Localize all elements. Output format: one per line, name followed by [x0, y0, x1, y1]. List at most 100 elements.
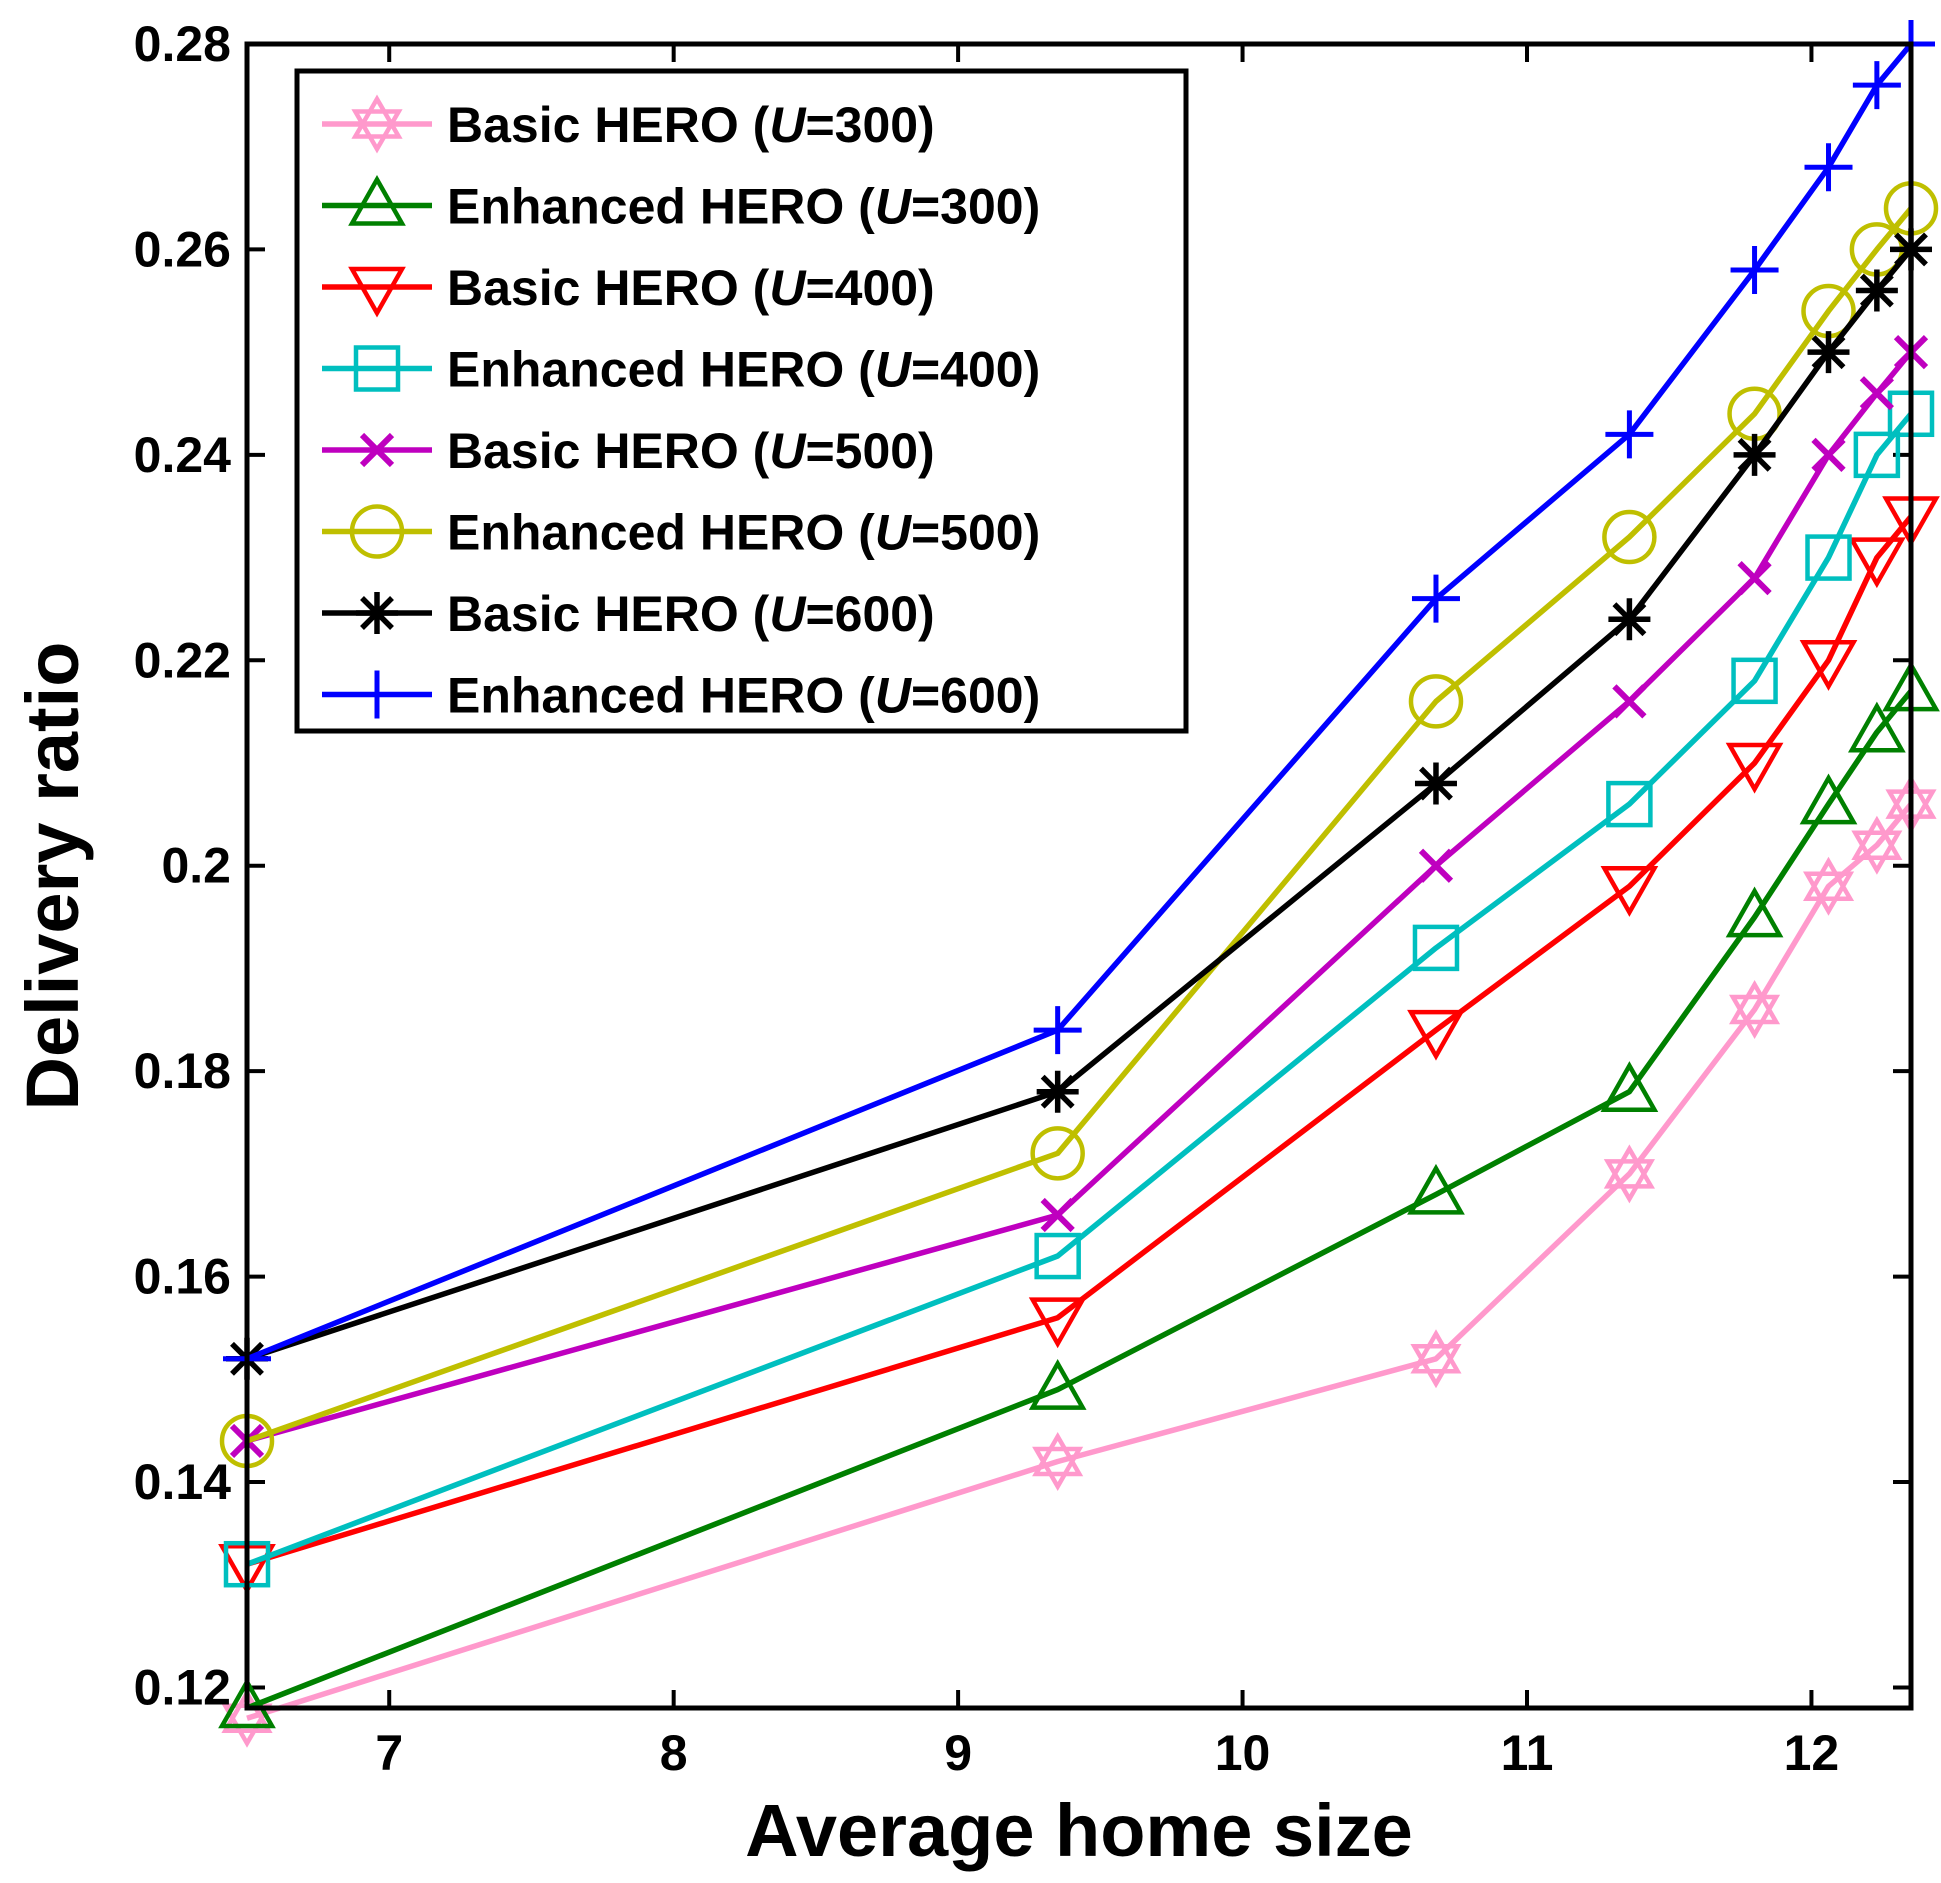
data-point — [1737, 561, 1772, 596]
data-point — [1731, 657, 1778, 705]
series-line — [245, 689, 1914, 1711]
hexagram-tri-a — [1032, 1431, 1084, 1477]
x-tick-label: 12 — [1784, 1725, 1840, 1781]
series-8 — [223, 20, 1935, 1383]
x-tick-label: 9 — [944, 1725, 972, 1781]
legend-label-suffix: =300) — [805, 97, 934, 153]
legend-marker — [348, 266, 406, 318]
legend-marker — [359, 432, 395, 468]
hexagram-tri-a — [1803, 856, 1855, 902]
data-point — [1602, 509, 1657, 565]
legend-label-variable: U — [769, 586, 807, 642]
data-point — [218, 1677, 276, 1729]
hexagram-tri-b — [1410, 1344, 1462, 1389]
legend-label-prefix: Basic HERO ( — [447, 260, 770, 316]
legend-entry: Enhanced HERO (U=400) — [322, 342, 1040, 398]
data-point — [1725, 742, 1784, 794]
x-tick-label: 7 — [375, 1725, 403, 1781]
data-point — [1608, 598, 1651, 641]
legend-marker — [349, 504, 405, 559]
legend-label-prefix: Basic HERO ( — [447, 97, 770, 153]
series-line — [245, 42, 1914, 1362]
legend-label-suffix: =400) — [911, 342, 1040, 398]
hexagram-tri-b — [1728, 994, 1781, 1040]
axes-box — [244, 41, 1914, 1711]
legend-label-prefix: Enhanced HERO ( — [447, 505, 875, 561]
legend-label-variable: U — [875, 342, 913, 398]
data-point — [1612, 684, 1647, 719]
legend-label-prefix: Basic HERO ( — [447, 423, 770, 479]
legend-label-variable: U — [875, 179, 913, 235]
hexagram-tri-b — [1803, 871, 1855, 916]
data-point — [1725, 886, 1784, 938]
legend-label: Basic HERO (U=600) — [447, 586, 935, 642]
legend-label-variable: U — [875, 668, 913, 724]
hexagram-tri-a — [1603, 1144, 1656, 1189]
data-point — [1603, 1144, 1656, 1204]
data-point — [1036, 1070, 1079, 1113]
data-point — [1605, 410, 1654, 459]
y-tick-label: 0.22 — [134, 632, 231, 688]
data-point — [1412, 924, 1460, 972]
y-axis-title: Delivery ratio — [11, 642, 94, 1111]
legend-marker — [353, 670, 401, 719]
y-tick-label: 0.24 — [134, 427, 232, 483]
data-point — [1034, 1232, 1081, 1280]
legend-marker — [356, 592, 398, 634]
y-tick-label: 0.16 — [134, 1249, 231, 1305]
data-point — [1411, 574, 1460, 623]
y-tick-label: 0.26 — [134, 221, 231, 277]
data-point — [1728, 979, 1781, 1040]
tick-labels: 7 8 9 10 11 12 0.12 0.14 0.16 0.18 0.2 0.22 0.24 0.26… — [134, 16, 1840, 1781]
data-point — [1033, 1006, 1082, 1055]
x-tick-label: 10 — [1215, 1725, 1271, 1781]
legend-entry: Basic HERO (U=300) — [322, 94, 935, 154]
legend-label-suffix: =500) — [911, 505, 1040, 561]
data-point — [1853, 431, 1901, 479]
legend-marker — [348, 174, 406, 226]
data-point — [1803, 856, 1855, 916]
legend-entry: Enhanced HERO (U=500) — [322, 504, 1040, 561]
legend-label: Basic HERO (U=400) — [447, 260, 935, 316]
data-point — [1859, 376, 1894, 411]
data-point — [1852, 61, 1901, 110]
series-line — [246, 206, 1914, 1444]
hexagram-tri-a — [1410, 1329, 1462, 1374]
legend-label-variable: U — [769, 260, 807, 316]
data-point — [1855, 269, 1898, 312]
y-tick-label: 0.18 — [134, 1043, 231, 1099]
data-point — [1407, 1009, 1465, 1061]
hexagram-tri-a — [351, 94, 403, 139]
series-2 — [218, 660, 1940, 1729]
legend-label-suffix: =500) — [805, 423, 934, 479]
data-point — [1040, 1197, 1075, 1233]
legend: Basic HERO (U=300)Enhanced HERO (U=300)B… — [294, 68, 1189, 734]
data-point — [1030, 1126, 1085, 1181]
hexagram-tri-b — [1032, 1446, 1084, 1492]
legend-entry: Basic HERO (U=400) — [322, 260, 935, 318]
hexagram-tri-a — [221, 1688, 273, 1734]
x-axis-title: Average home size — [745, 1789, 1413, 1872]
data-point — [1848, 537, 1906, 589]
y-tick-label: 0.2 — [161, 838, 231, 894]
legend-label: Basic HERO (U=300) — [447, 97, 935, 153]
data-point — [1799, 640, 1858, 691]
legend-label-prefix: Enhanced HERO ( — [447, 342, 875, 398]
data-point — [1407, 1163, 1465, 1215]
data-point — [1606, 780, 1653, 828]
y-tick-label: 0.28 — [134, 16, 231, 72]
legend-label-prefix: Enhanced HERO ( — [447, 179, 875, 235]
legend-label-suffix: =600) — [805, 586, 934, 642]
data-point — [1799, 773, 1858, 825]
data-point — [1028, 1297, 1087, 1349]
series-line — [246, 514, 1914, 1567]
y-tick-label: 0.14 — [134, 1454, 232, 1510]
data-point — [1028, 1359, 1087, 1410]
data-point — [1805, 534, 1852, 581]
data-point — [1414, 762, 1457, 805]
legend-label: Basic HERO (U=500) — [447, 423, 935, 479]
legend-label-variable: U — [769, 423, 807, 479]
legend-label-variable: U — [875, 505, 913, 561]
hexagram-tri-a — [1728, 979, 1781, 1025]
